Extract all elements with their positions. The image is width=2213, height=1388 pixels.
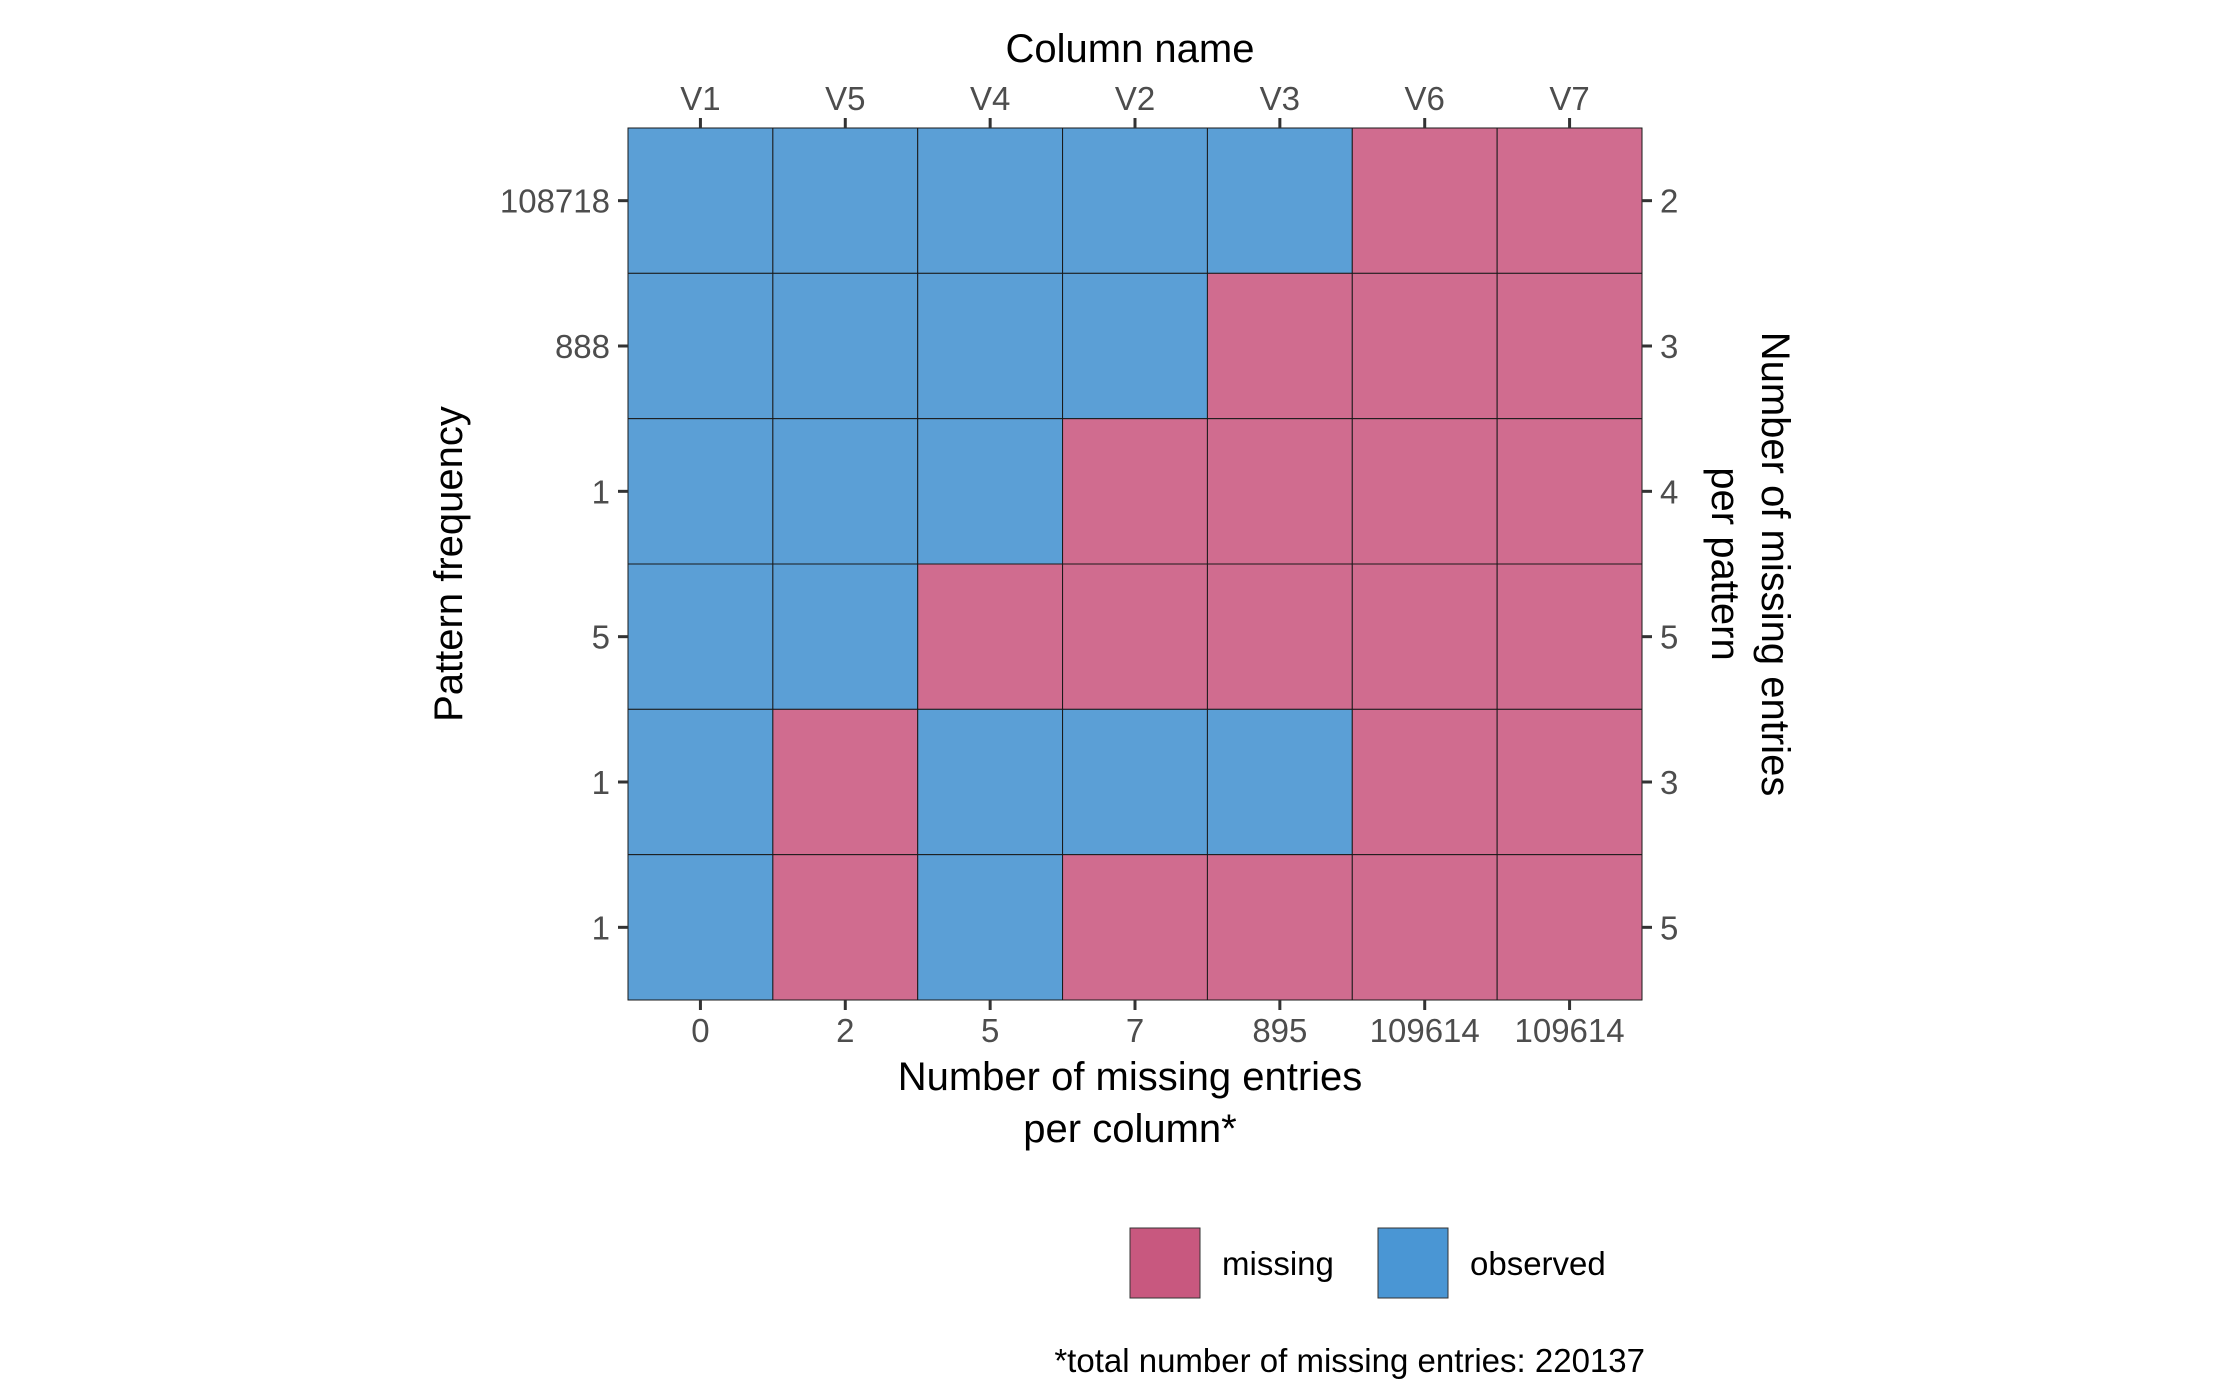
left-axis-title: Pattern frequency bbox=[427, 406, 471, 722]
missing-per-column-label-3: 5 bbox=[981, 1012, 999, 1049]
missing-per-column-label-5: 895 bbox=[1252, 1012, 1307, 1049]
cell-missing-r6-c6 bbox=[1351, 854, 1498, 1001]
cell-observed-r2-c3 bbox=[917, 272, 1064, 420]
pattern-frequency-label-6: 1 bbox=[592, 909, 610, 946]
missing-per-pattern-label-4: 5 bbox=[1660, 619, 1678, 656]
missing-per-pattern-label-5: 3 bbox=[1660, 764, 1678, 801]
cell-missing-r3-c6 bbox=[1351, 418, 1498, 565]
missing-per-column-label-1: 0 bbox=[691, 1012, 709, 1049]
pattern-frequency-label-5: 1 bbox=[592, 764, 610, 801]
missing-per-pattern-label-2: 3 bbox=[1660, 328, 1678, 365]
cell-observed-r1-c1 bbox=[627, 127, 774, 274]
column-label-V6: V6 bbox=[1405, 80, 1445, 117]
missing-per-column-label-4: 7 bbox=[1126, 1012, 1144, 1049]
missing-per-column-label-2: 2 bbox=[836, 1012, 854, 1049]
missing-per-column-label-6: 109614 bbox=[1370, 1012, 1480, 1049]
right-axis-title-line1: Number of missing entries bbox=[1753, 332, 1797, 797]
cell-observed-r2-c4 bbox=[1062, 272, 1208, 420]
pattern-frequency-label-4: 5 bbox=[592, 619, 610, 656]
top-axis-title: Column name bbox=[1005, 27, 1254, 71]
cell-observed-r5-c4 bbox=[1062, 708, 1208, 856]
cell-observed-r1-c5 bbox=[1206, 127, 1353, 274]
pattern-frequency-label-3: 1 bbox=[592, 473, 610, 510]
cell-observed-r5-c1 bbox=[627, 708, 774, 856]
missing-per-pattern-label-1: 2 bbox=[1660, 183, 1678, 220]
column-label-V4: V4 bbox=[970, 80, 1010, 117]
bottom-axis-title-line1: Number of missing entries bbox=[898, 1055, 1363, 1099]
column-label-V2: V2 bbox=[1115, 80, 1155, 117]
cell-missing-r5-c2 bbox=[772, 708, 919, 856]
cell-missing-r6-c7 bbox=[1496, 854, 1643, 1001]
axis-ticks bbox=[618, 118, 1652, 1010]
cell-missing-r4-c5 bbox=[1206, 563, 1353, 710]
legend: missing observed bbox=[1129, 1227, 1606, 1299]
column-label-V1: V1 bbox=[680, 80, 720, 117]
cell-observed-r2-c2 bbox=[772, 272, 919, 420]
cell-missing-r1-c7 bbox=[1496, 127, 1643, 274]
cell-observed-r3-c2 bbox=[772, 418, 919, 565]
tick-labels: V1 0 V5 2 V4 5 V2 7 V3 895 V6 109614 V7 109614 108718 2… bbox=[500, 80, 1678, 1049]
pattern-frequency-label-2: 888 bbox=[555, 328, 610, 365]
cell-missing-r3-c5 bbox=[1206, 418, 1353, 565]
cell-observed-r5-c3 bbox=[917, 708, 1064, 856]
cell-missing-r2-c7 bbox=[1496, 272, 1643, 420]
missing-per-pattern-label-3: 4 bbox=[1660, 473, 1678, 510]
cell-observed-r1-c3 bbox=[917, 127, 1064, 274]
cell-missing-r4-c6 bbox=[1351, 563, 1498, 710]
cell-missing-r4-c3 bbox=[917, 563, 1064, 710]
cell-missing-r3-c4 bbox=[1062, 418, 1208, 565]
caption: *total number of missing entries: 220137 bbox=[1054, 1342, 1645, 1379]
cell-observed-r1-c2 bbox=[772, 127, 919, 274]
cell-missing-r2-c5 bbox=[1206, 272, 1353, 420]
cell-missing-r1-c6 bbox=[1351, 127, 1498, 274]
cell-missing-r6-c5 bbox=[1206, 854, 1353, 1001]
column-label-V7: V7 bbox=[1549, 80, 1589, 117]
cell-missing-r6-c2 bbox=[772, 854, 919, 1001]
cell-observed-r6-c1 bbox=[627, 854, 774, 1001]
cell-missing-r5-c6 bbox=[1351, 708, 1498, 856]
bottom-axis-title-line2: per column* bbox=[1023, 1107, 1236, 1151]
cell-missing-r4-c4 bbox=[1062, 563, 1208, 710]
cell-observed-r4-c1 bbox=[627, 563, 774, 710]
cell-missing-r5-c7 bbox=[1496, 708, 1643, 856]
missing-per-pattern-label-6: 5 bbox=[1660, 909, 1678, 946]
cell-missing-r2-c6 bbox=[1351, 272, 1498, 420]
legend-label-observed: observed bbox=[1470, 1245, 1606, 1282]
cell-observed-r6-c3 bbox=[917, 854, 1064, 1001]
cell-missing-r4-c7 bbox=[1496, 563, 1643, 710]
column-label-V3: V3 bbox=[1260, 80, 1300, 117]
cell-observed-r3-c3 bbox=[917, 418, 1064, 565]
column-label-V5: V5 bbox=[825, 80, 865, 117]
cell-observed-r5-c5 bbox=[1206, 708, 1353, 856]
missing-per-column-label-7: 109614 bbox=[1515, 1012, 1625, 1049]
cell-observed-r4-c2 bbox=[772, 563, 919, 710]
legend-swatch-missing bbox=[1129, 1227, 1201, 1299]
right-axis-title-line2: per pattern bbox=[1703, 467, 1747, 660]
pattern-grid bbox=[627, 127, 1643, 1001]
cell-observed-r1-c4 bbox=[1062, 127, 1208, 274]
legend-swatch-observed bbox=[1377, 1227, 1449, 1299]
cell-observed-r3-c1 bbox=[627, 418, 774, 565]
cell-missing-r6-c4 bbox=[1062, 854, 1208, 1001]
cell-observed-r2-c1 bbox=[627, 272, 774, 420]
legend-label-missing: missing bbox=[1222, 1245, 1334, 1282]
cell-missing-r3-c7 bbox=[1496, 418, 1643, 565]
pattern-frequency-label-1: 108718 bbox=[500, 183, 610, 220]
